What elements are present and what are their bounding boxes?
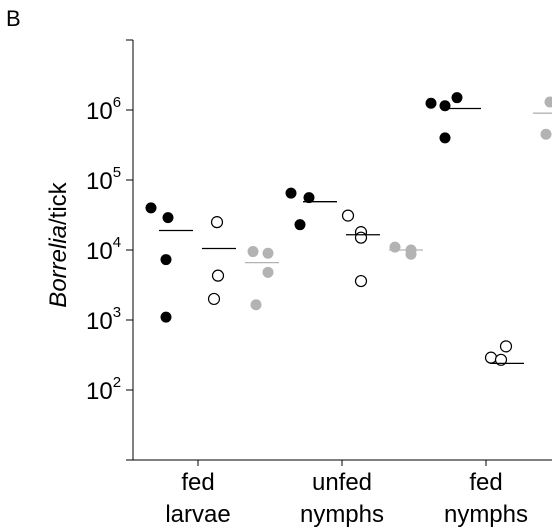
category-label-line1: fed xyxy=(469,469,502,496)
data-point-filled-gray xyxy=(262,266,274,278)
y-tick-exponent: 5 xyxy=(113,164,121,181)
data-point-filled-gray xyxy=(405,248,417,260)
panel-label: B xyxy=(6,6,21,31)
data-point-filled-black xyxy=(160,311,172,323)
data-point-filled-black xyxy=(160,254,172,266)
data-point-open xyxy=(354,274,368,288)
data-marks xyxy=(145,92,552,366)
data-point-filled-black xyxy=(439,132,451,144)
y-tick-exponent: 4 xyxy=(113,234,121,251)
y-tick-base: 10 xyxy=(86,378,113,405)
data-point-open xyxy=(341,209,355,222)
data-point-open xyxy=(210,216,224,229)
category-label-line1: fed xyxy=(181,469,214,496)
y-tick-exponent: 2 xyxy=(113,374,121,391)
data-point-open xyxy=(499,340,513,353)
y-axis-title: Borrelia/tick xyxy=(45,181,72,307)
data-point-open xyxy=(494,353,508,366)
category-label-line1: unfed xyxy=(312,469,372,496)
y-tick-label: 102 xyxy=(86,374,121,405)
data-point-open xyxy=(207,292,221,306)
y-tick-label: 105 xyxy=(86,164,121,195)
y-axis-title-italic: Borrelia xyxy=(45,225,72,308)
y-tick-base: 10 xyxy=(86,168,113,195)
data-point-filled-gray xyxy=(389,241,401,253)
data-point-filled-black xyxy=(425,97,437,109)
y-tick-base: 10 xyxy=(86,98,113,125)
y-tick-base: 10 xyxy=(86,238,113,265)
data-point-filled-black xyxy=(162,212,174,224)
data-point-filled-black xyxy=(303,192,315,204)
axes xyxy=(126,39,552,466)
data-point-filled-black xyxy=(439,100,451,112)
category-label-line2: larvae xyxy=(165,501,230,528)
data-point-filled-gray xyxy=(262,247,274,259)
y-tick-label: 106 xyxy=(86,94,121,125)
y-tick-exponent: 6 xyxy=(113,94,121,111)
y-axis-title-rest: /tick xyxy=(45,181,72,225)
category-label-line2: nymphs xyxy=(444,501,528,528)
data-point-filled-black xyxy=(451,92,463,104)
y-axis-label: Borrelia/tick xyxy=(45,181,72,307)
y-tick-label: 104 xyxy=(86,234,121,265)
y-tick-base: 10 xyxy=(86,308,113,335)
data-point-filled-gray xyxy=(548,96,552,108)
data-point-filled-gray xyxy=(250,299,262,311)
data-point-filled-black xyxy=(285,187,297,199)
data-point-filled-gray xyxy=(540,128,552,140)
data-point-filled-black xyxy=(145,202,157,214)
y-tick-exponent: 3 xyxy=(113,304,121,321)
y-tick-label: 103 xyxy=(86,304,121,335)
category-label-line2: nymphs xyxy=(300,501,384,528)
data-point-open xyxy=(211,269,225,282)
category-labels: fed larvae unfed nymphs fed nymphs xyxy=(165,469,528,528)
data-point-filled-black xyxy=(294,219,306,231)
data-point-open xyxy=(484,351,498,364)
data-point-filled-gray xyxy=(247,246,259,258)
data-point-open xyxy=(354,231,368,244)
